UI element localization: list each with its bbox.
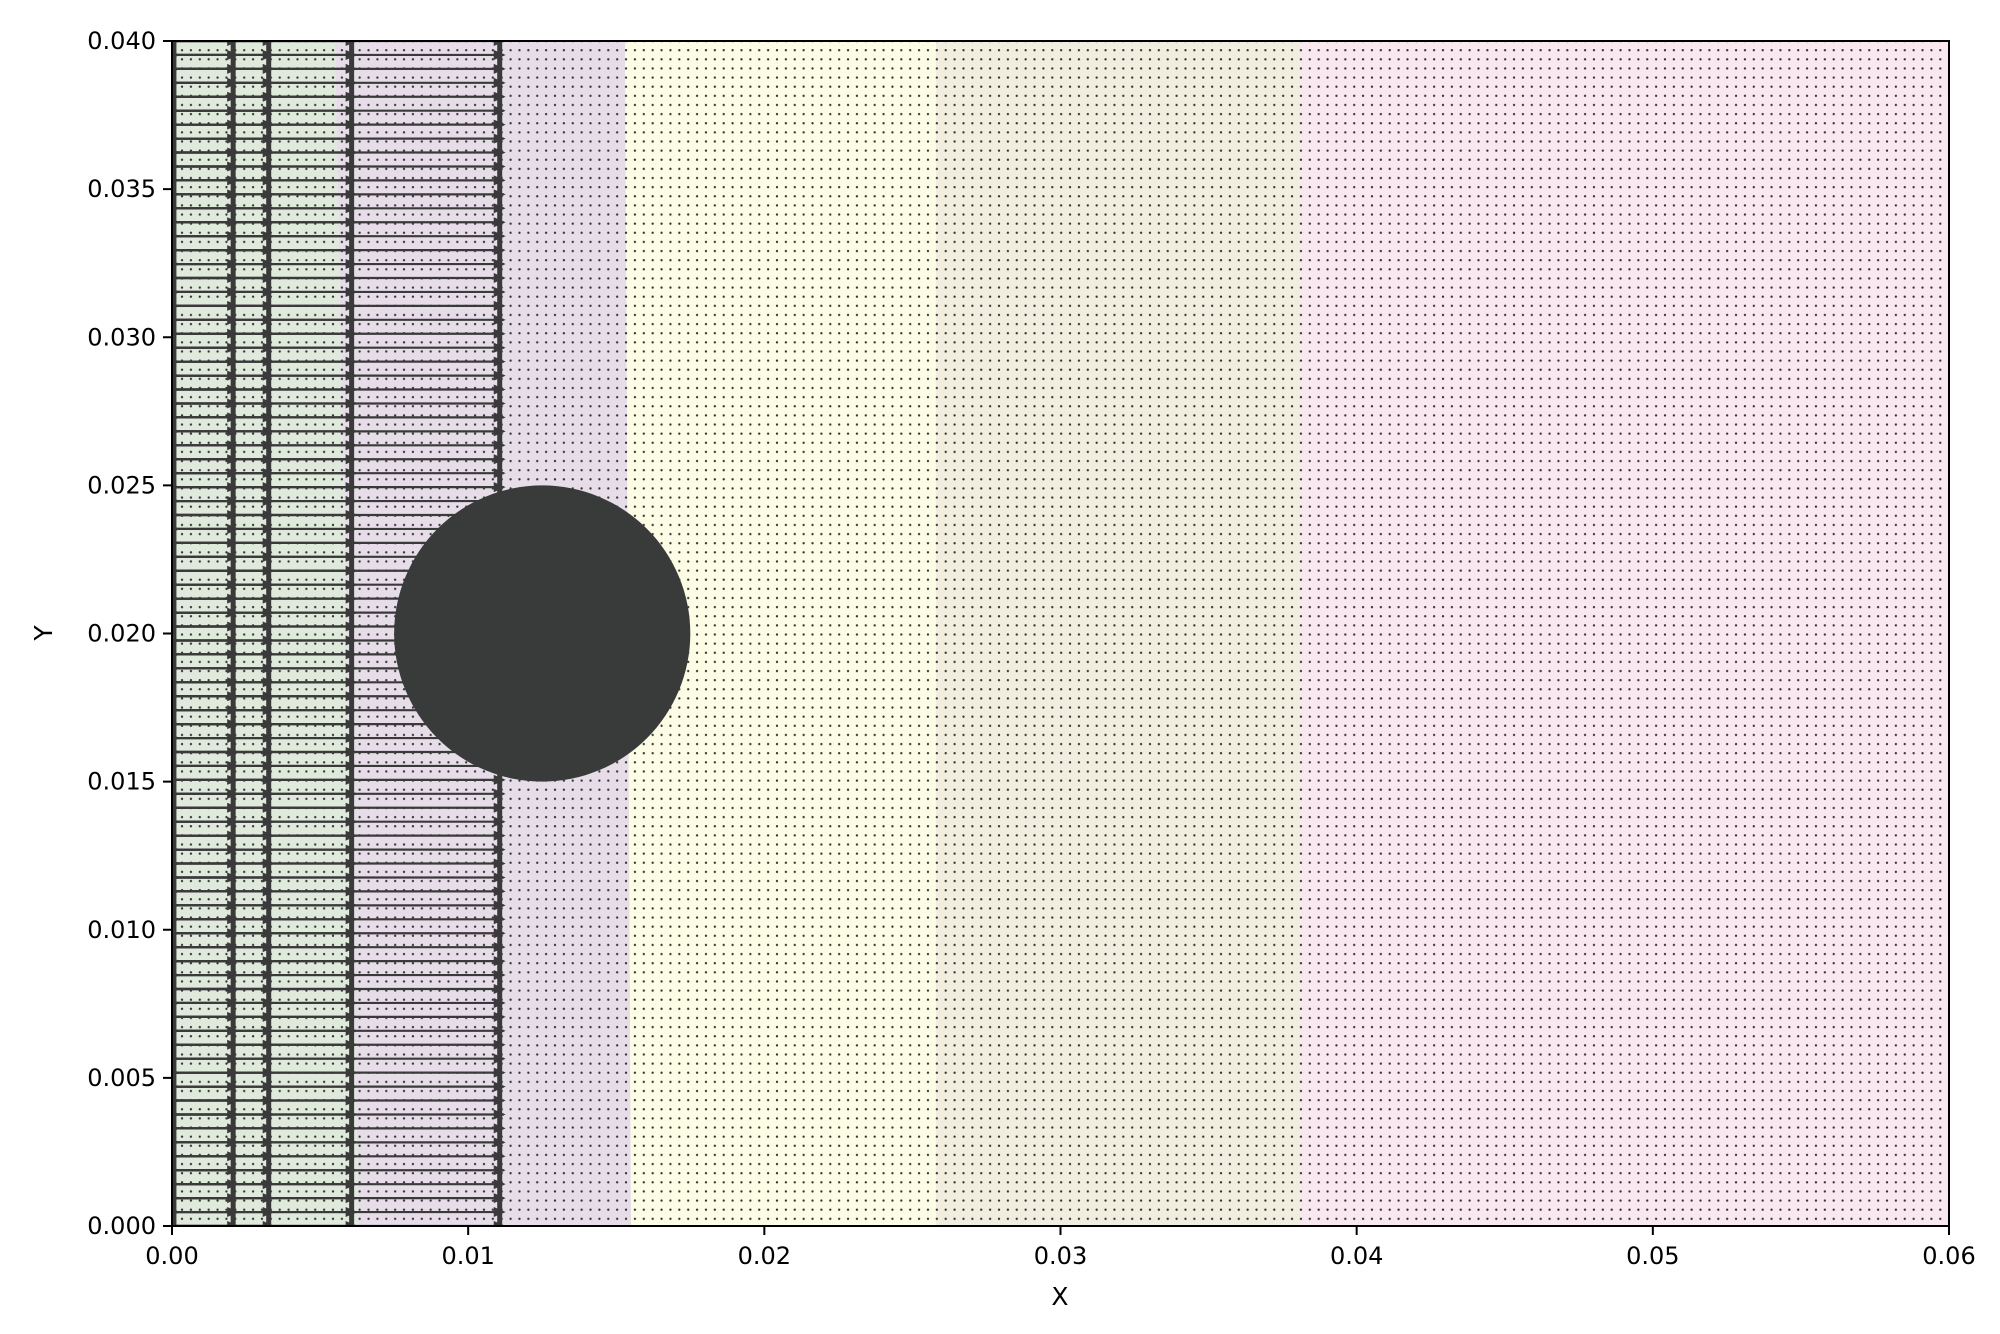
- y-tick-label: 0.030: [87, 323, 156, 351]
- y-axis: 0.000 0.005 0.010 0.015 0.020 0.025 0.030 0.035…: [87, 27, 172, 1240]
- circular-obstacle: [394, 485, 691, 782]
- x-axis: 0.00 0.01 0.02 0.03 0.04 0.05 0.06: [145, 1226, 1976, 1270]
- x-tick-label: 0.05: [1626, 1242, 1679, 1270]
- x-tick-label: 0.02: [738, 1242, 791, 1270]
- x-tick-label: 0.04: [1330, 1242, 1383, 1270]
- y-tick-label: 0.020: [87, 620, 156, 648]
- y-axis-label: Y: [29, 625, 58, 642]
- y-tick-label: 0.010: [87, 916, 156, 944]
- y-tick-label: 0.000: [87, 1212, 156, 1240]
- velocity-arrows: [172, 41, 506, 1226]
- x-tick-label: 0.06: [1922, 1242, 1975, 1270]
- x-axis-label: X: [1051, 1282, 1068, 1311]
- y-tick-label: 0.025: [87, 471, 156, 499]
- y-tick-label: 0.035: [87, 175, 156, 203]
- x-tick-label: 0.00: [145, 1242, 198, 1270]
- y-tick-label: 0.005: [87, 1064, 156, 1092]
- x-tick-label: 0.01: [441, 1242, 494, 1270]
- y-tick-label: 0.040: [87, 27, 156, 55]
- x-tick-label: 0.03: [1034, 1242, 1087, 1270]
- y-tick-label: 0.015: [87, 768, 156, 796]
- plot-area: [172, 41, 1949, 1226]
